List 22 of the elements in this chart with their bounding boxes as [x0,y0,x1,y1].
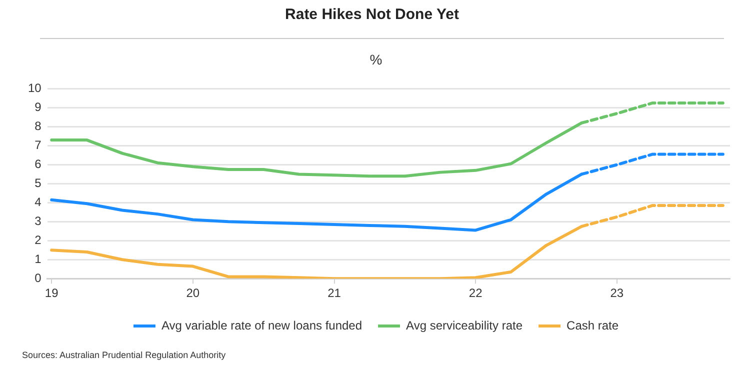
y-tick-label: 10 [28,81,42,96]
y-tick-label: 8 [34,119,42,134]
y-tick-label: 6 [34,157,42,172]
y-tick-label: 2 [34,232,42,247]
legend-label: Avg serviceability rate [406,318,523,332]
x-tick-label: 20 [186,286,200,300]
y-axis-title: % [370,51,382,68]
x-tick-label: 22 [468,286,483,300]
x-tick-label: 19 [44,286,59,300]
y-tick-label: 9 [34,100,42,114]
chart-title: Rate Hikes Not Done Yet [284,6,460,23]
legend-label: Avg variable rate of new loans funded [161,318,362,332]
source-note: Sources: Australian Prudential Regulation Authority [22,350,226,360]
y-tick-label: 5 [34,176,42,190]
y-tick-label: 1 [34,252,42,266]
x-tick-label: 21 [328,286,342,300]
y-tick-label: 7 [34,138,42,152]
y-tick-label: 0 [34,270,42,285]
y-tick-label: 4 [34,194,42,209]
x-tick-label: 23 [610,286,624,300]
legend-label: Cash rate [566,318,619,332]
y-tick-label: 3 [34,214,42,228]
